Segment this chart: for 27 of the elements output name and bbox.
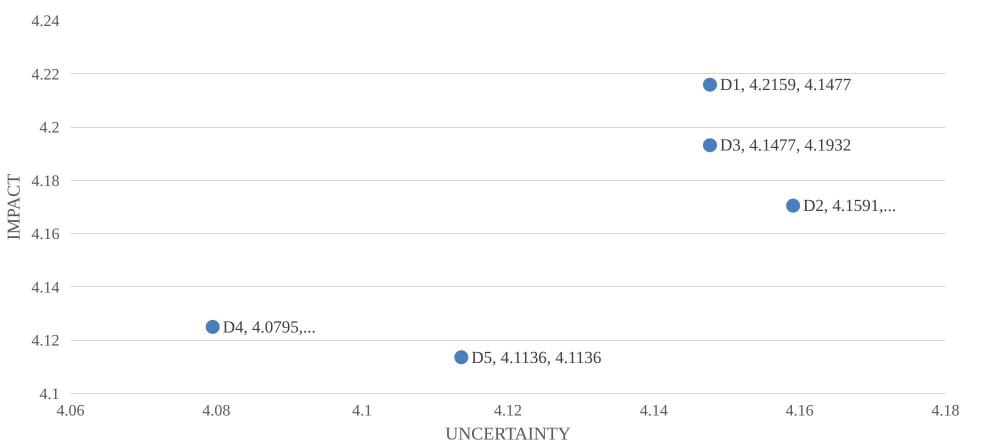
point xyxy=(786,198,800,213)
y-tick-label: 4.12 xyxy=(32,332,60,350)
point xyxy=(702,138,717,152)
data-label: D1, 4.2159, 4.1477 xyxy=(720,75,852,94)
y-tick-label: 4.16 xyxy=(32,226,60,244)
point xyxy=(206,320,220,334)
y-tick-label: 4.1 xyxy=(40,386,60,403)
y-tick-label: 4.24 xyxy=(32,13,60,30)
data-label: D4, 4.0795,... xyxy=(222,317,316,336)
point xyxy=(702,78,717,92)
y-axis-title: IMPACT xyxy=(4,174,24,240)
y-tick-label: 4.14 xyxy=(32,279,60,296)
x-tick-label: 4.12 xyxy=(494,402,522,420)
y-tick-label: 4.18 xyxy=(32,172,60,190)
x-tick-label: 4.06 xyxy=(56,402,84,420)
x-tick-label: 4.1 xyxy=(352,402,372,420)
y-tick-label: 4.2 xyxy=(40,120,60,137)
data-label: D5, 4.1136, 4.1136 xyxy=(471,348,602,367)
x-tick-label: 4.08 xyxy=(202,402,230,420)
x-tick-label: 4.14 xyxy=(640,402,668,420)
x-axis-title: UNCERTAINTY xyxy=(445,424,571,444)
x-tick-label: 4.16 xyxy=(786,402,814,420)
data-label: D3, 4.1477, 4.1932 xyxy=(720,136,852,155)
data-label: D2, 4.1591,... xyxy=(803,196,896,216)
x-tick-label: 4.18 xyxy=(932,402,960,420)
y-tick-label: 4.22 xyxy=(32,66,60,84)
point xyxy=(454,350,468,364)
